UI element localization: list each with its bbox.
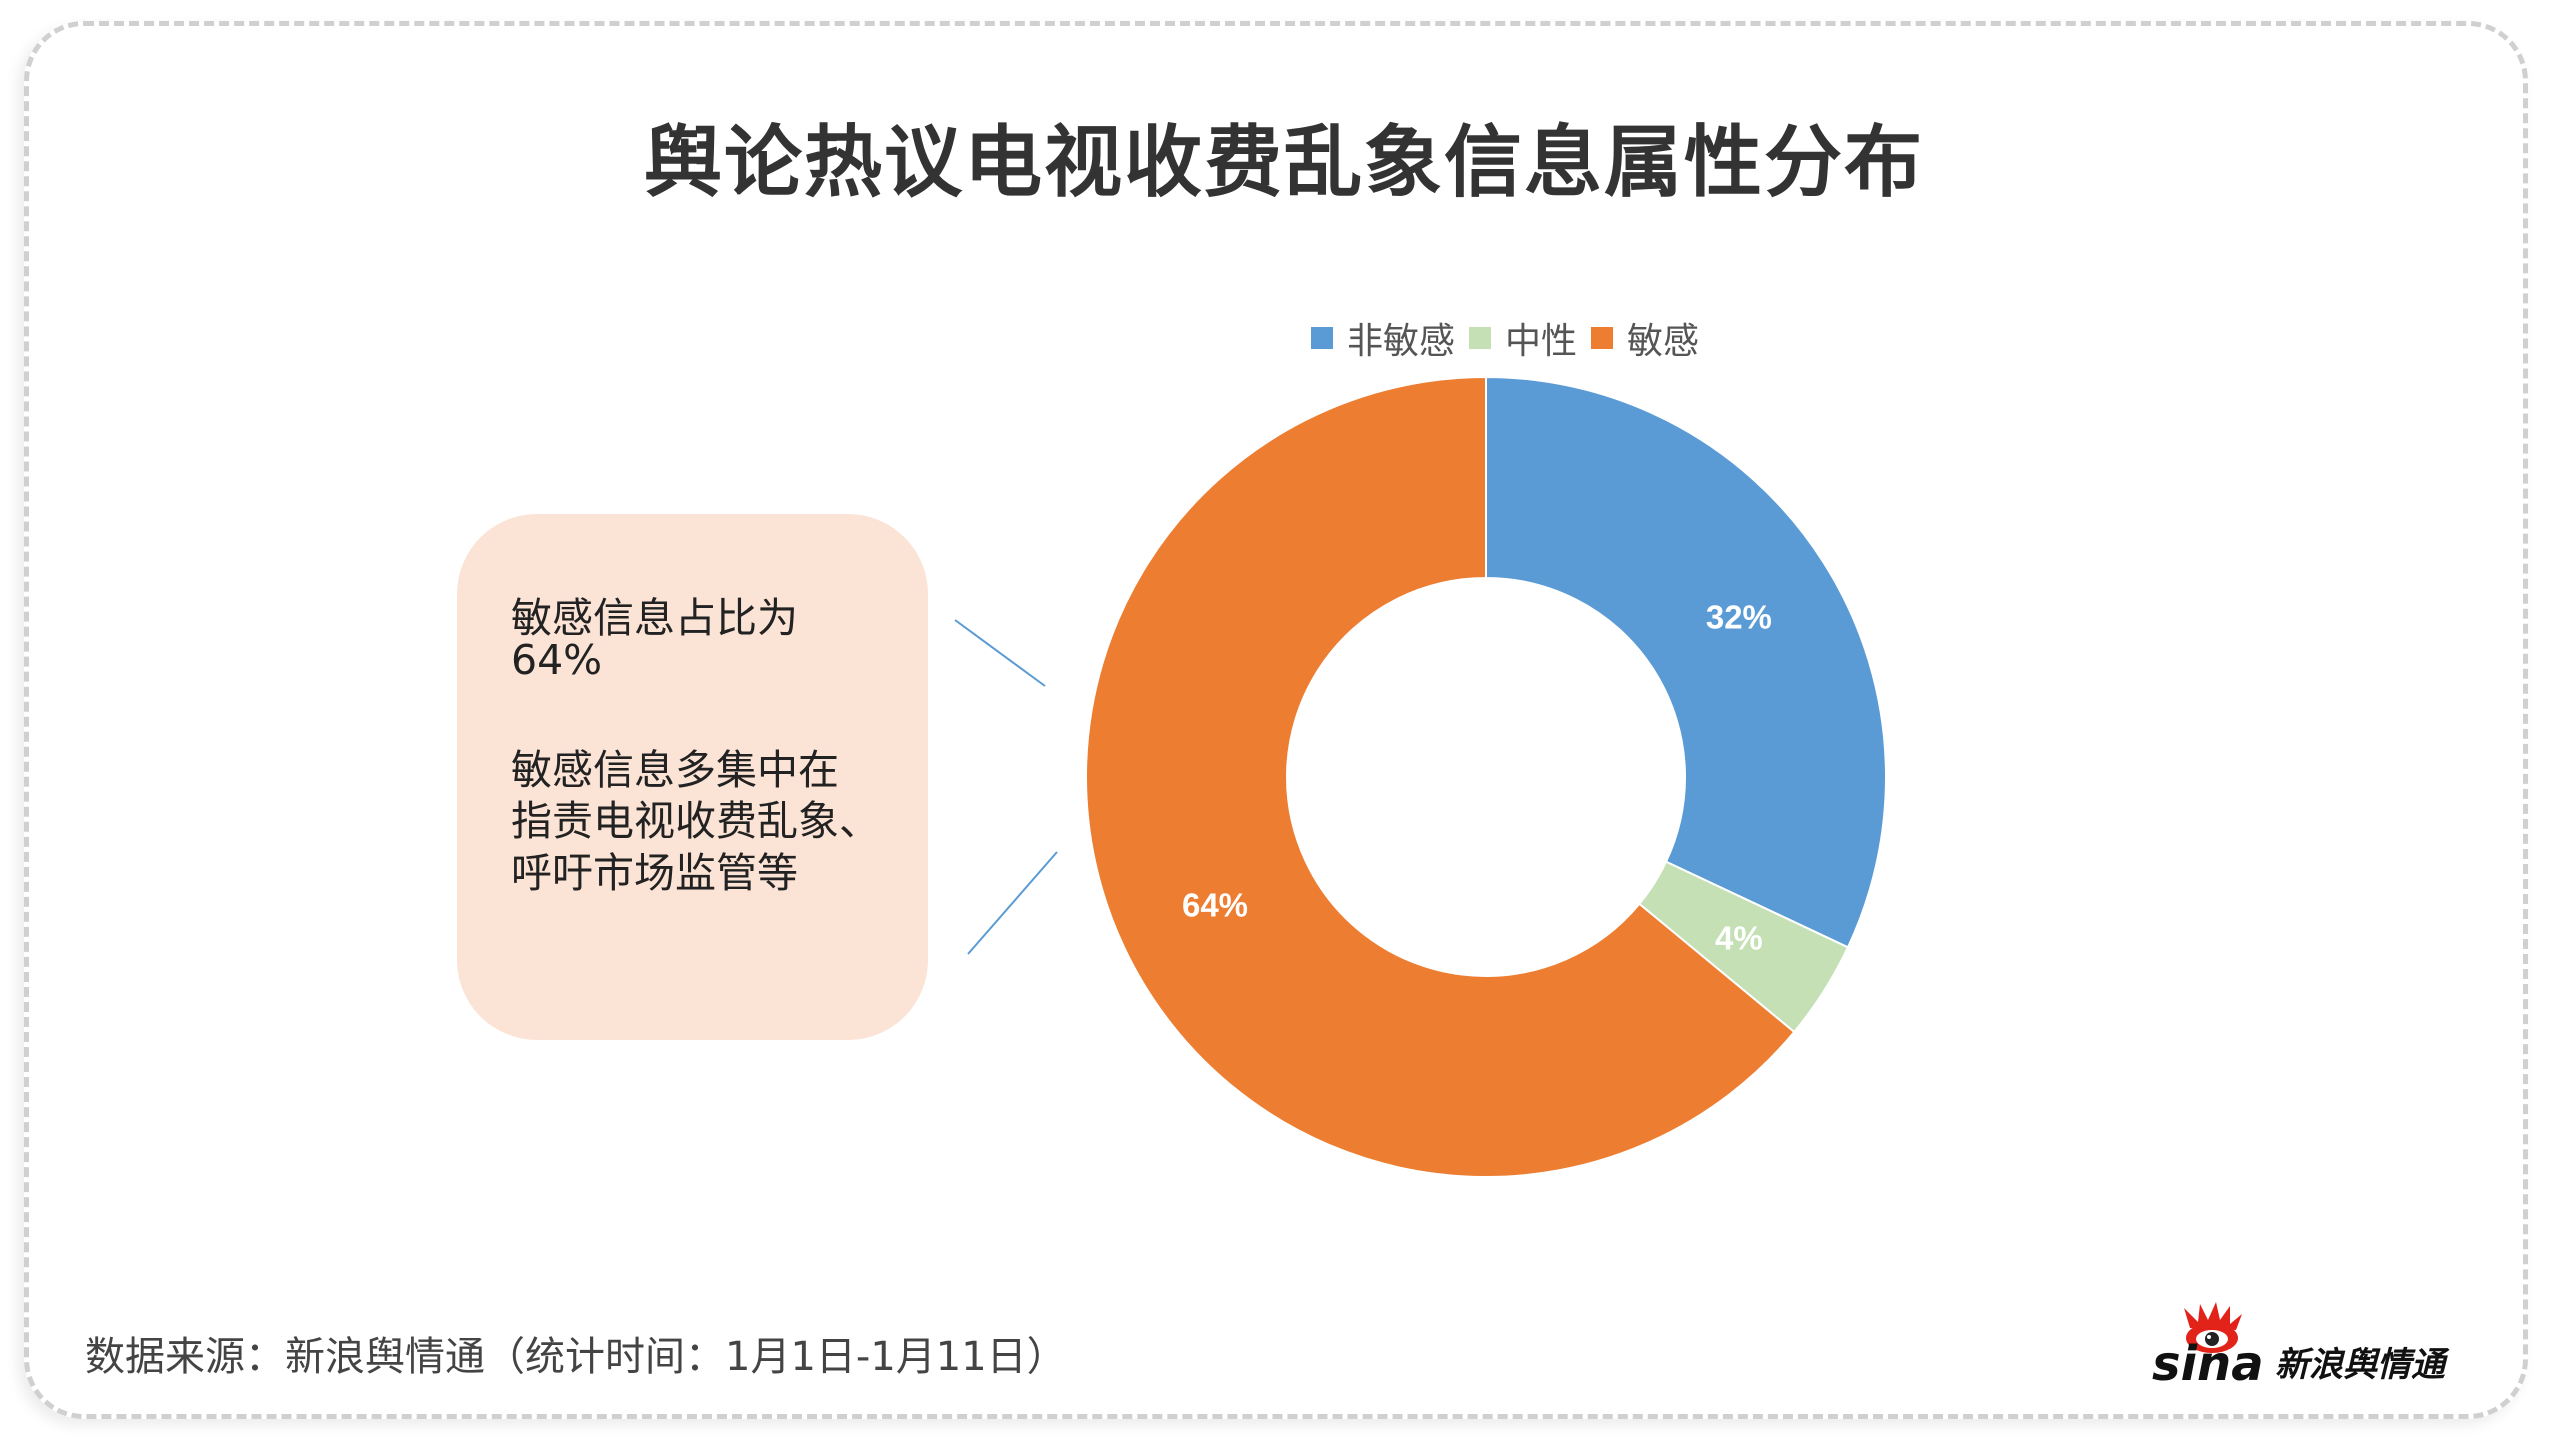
legend-swatch [1469, 327, 1492, 349]
slice-non-sensitive [1485, 375, 1887, 949]
legend-label: 敏感 [1627, 321, 1700, 362]
card-frame [24, 21, 2528, 1419]
svg-text:sina: sina [2152, 1336, 2264, 1392]
svg-text:新浪舆情通: 新浪舆情通 [2275, 1345, 2450, 1385]
legend-label: 中性 [1505, 321, 1578, 362]
callout-line: 64% [511, 636, 603, 684]
callout-line: 呼吁市场监管等 [511, 849, 798, 897]
legend-item-non-sensitive: 非敏感 [1311, 312, 1455, 364]
legend-label: 非敏感 [1347, 321, 1456, 362]
data-source: 数据来源：新浪舆情通（统计时间：1月1日-1月11日） [85, 1334, 1067, 1380]
callout-line: 指责电视收费乱象、 [511, 797, 880, 845]
data-label: 4% [1715, 919, 1763, 956]
slice-sensitive [1085, 375, 1796, 1178]
chart-title: 舆论热议电视收费乱象信息属性分布 [643, 118, 1924, 208]
legend-swatch [1591, 327, 1614, 349]
data-label: 64% [1182, 887, 1248, 924]
callout-connector [967, 851, 1058, 955]
legend-item-neutral: 中性 [1469, 312, 1577, 364]
legend-item-sensitive: 敏感 [1591, 312, 1699, 364]
callout-line: 敏感信息占比为 [511, 594, 798, 642]
sina-logo: sina 新浪舆情通 [2152, 1302, 2450, 1392]
legend: 非敏感 中性 敏感 [1311, 312, 1713, 364]
callout-box: 敏感信息占比为 64% 敏感信息多集中在 指责电视收费乱象、 呼吁市场监管等 [457, 514, 928, 1040]
data-label: 32% [1706, 599, 1772, 636]
legend-swatch [1311, 327, 1333, 349]
callout-line: 敏感信息多集中在 [511, 746, 839, 794]
callout-connector [954, 619, 1046, 687]
